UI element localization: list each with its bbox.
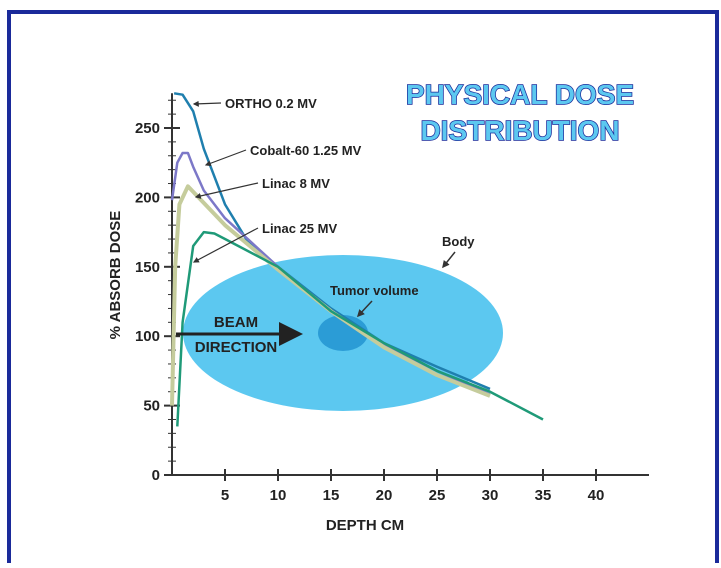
y-tick-label: 100 [135, 328, 160, 345]
y-tick-label: 150 [135, 259, 160, 276]
x-tick-label: 5 [221, 487, 229, 504]
y-tick-label: 0 [152, 467, 160, 484]
x-tick-label: 40 [588, 487, 605, 504]
beam-label: DIRECTION [195, 339, 278, 356]
y-tick-label: 50 [143, 398, 160, 415]
chart-title: DISTRIBUTION [420, 115, 619, 146]
series-label: ORTHO 0.2 MV [225, 96, 317, 111]
y-tick-label: 250 [135, 120, 160, 137]
x-tick-label: 10 [270, 487, 287, 504]
chart-title: PHYSICAL DOSE [406, 79, 634, 110]
y-tick-label: 200 [135, 189, 160, 206]
x-tick-label: 30 [482, 487, 499, 504]
slide: 0 50 100 150 200 250 5 10 15 20 25 30 35 40 DEPTH CM % … [0, 0, 721, 563]
series-label: Linac 8 MV [262, 176, 330, 191]
series-label: Linac 25 MV [262, 221, 337, 236]
y-axis-label: % ABSORB DOSE [107, 211, 124, 340]
body-label: Body [442, 234, 475, 249]
tumor-label: Tumor volume [330, 283, 419, 298]
x-tick-label: 15 [323, 487, 340, 504]
series-label: Cobalt-60 1.25 MV [250, 143, 362, 158]
beam-label: BEAM [214, 314, 258, 331]
x-tick-label: 25 [429, 487, 446, 504]
x-tick-label: 20 [376, 487, 393, 504]
x-axis-label: DEPTH CM [326, 517, 404, 534]
x-tick-label: 35 [535, 487, 552, 504]
